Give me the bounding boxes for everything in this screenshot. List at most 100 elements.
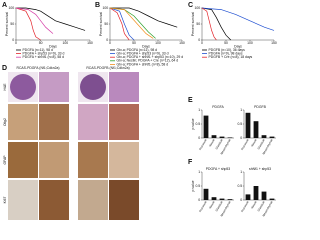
y-axis-label: Percent survival bbox=[5, 12, 9, 36]
axis bbox=[15, 8, 90, 41]
tick-label: 0.5 bbox=[237, 122, 242, 126]
tick-label: 150 bbox=[271, 41, 277, 45]
panel-label: D bbox=[2, 65, 7, 72]
chart-title: PDGFA + shp53 bbox=[206, 167, 231, 171]
x-tick-label: Neural bbox=[250, 138, 258, 147]
x-axis-label: Days bbox=[142, 44, 150, 48]
row-label: Olig2 bbox=[3, 118, 7, 126]
survival-curve bbox=[16, 7, 86, 31]
legend-label: PDGFB + Cre (n=8), 18 days bbox=[209, 55, 253, 59]
bar bbox=[245, 194, 251, 200]
row-label: GFAP bbox=[3, 155, 7, 165]
x-tick-label: Proneural bbox=[240, 138, 250, 151]
bar bbox=[227, 137, 233, 138]
legend-label: Gtv-a; PDGFA + shp53 (n=9), 33 d bbox=[117, 51, 169, 55]
x-tick-label: Classical bbox=[214, 200, 223, 212]
legend-label: Gtv-a; PDGFA (n=11), 98 d bbox=[117, 48, 158, 52]
x-tick-label: Neural bbox=[208, 138, 216, 147]
legend-label: PDGFB (n=10), 36 days bbox=[209, 48, 246, 52]
chart-title: shNf1 + shp53 bbox=[249, 167, 271, 171]
chart-title: PDGFB bbox=[254, 105, 266, 109]
tick-label: 0 bbox=[240, 136, 242, 140]
legend-label: Gtv-a; PDGFA + shNf1 + shp53 (n=10), 29 … bbox=[117, 55, 184, 59]
x-tick-label: Proneural bbox=[198, 200, 208, 213]
y-axis-label: p value bbox=[191, 180, 195, 191]
survival-curve bbox=[15, 7, 41, 41]
tick-label: 0 bbox=[198, 136, 200, 140]
survival-curve bbox=[201, 7, 232, 41]
bar bbox=[219, 198, 225, 200]
x-tick-label: Classical bbox=[214, 138, 223, 150]
x-axis-label: Days bbox=[234, 44, 242, 48]
tick-label: 100 bbox=[103, 6, 109, 10]
legend-label: PDGFA + shp53 (n=9), 33 d bbox=[23, 51, 65, 55]
bar bbox=[261, 135, 267, 138]
tick-label: 1 bbox=[240, 170, 242, 174]
survival-curve bbox=[110, 7, 178, 28]
bar bbox=[269, 198, 275, 200]
tick-label: 1 bbox=[198, 170, 200, 174]
y-axis-label: p value bbox=[191, 118, 195, 129]
bar bbox=[203, 115, 209, 138]
tick-label: 0 bbox=[109, 41, 111, 45]
tick-label: 1 bbox=[240, 108, 242, 112]
bar bbox=[219, 136, 225, 138]
x-axis-label: Days bbox=[49, 44, 57, 48]
tick-label: 0 bbox=[240, 198, 242, 202]
tick-label: 150 bbox=[87, 41, 93, 45]
axis bbox=[109, 8, 182, 41]
x-tick-label: Proneural bbox=[240, 200, 250, 213]
panel-label: F bbox=[188, 159, 193, 166]
legend-label: Gtv-a; Nestin; PDGFA + Cre (n=12), 64 d bbox=[117, 59, 179, 63]
tick-label: 50 bbox=[132, 41, 136, 45]
tick-label: 150 bbox=[179, 41, 185, 45]
tick-label: 50 bbox=[39, 41, 43, 45]
panel-header: RCAS-PDGFB (Nf1;Cdkn2a) bbox=[86, 66, 129, 70]
legend-label: PDGFA (n=9), 98 days bbox=[209, 51, 243, 55]
tick-label: 0.5 bbox=[195, 184, 200, 188]
tick-label: 0 bbox=[106, 38, 108, 42]
bar bbox=[203, 188, 209, 200]
x-tick-label: Classical bbox=[256, 200, 265, 212]
tick-label: 100 bbox=[247, 41, 253, 45]
legend-label: PDGFA + shNf1 (n=8), 58 d bbox=[23, 55, 65, 59]
figure: A B C D E F RCAS-PDGFA (Nf1;Cdkn2a) RCAS… bbox=[2, 2, 277, 220]
tick-label: 0.5 bbox=[237, 184, 242, 188]
survival-curve bbox=[15, 7, 54, 34]
panel-label: C bbox=[188, 2, 193, 9]
bar bbox=[253, 186, 259, 200]
axis bbox=[201, 8, 274, 41]
row-label: H&E bbox=[3, 83, 7, 91]
legend-label: Gtv-a; PDGFA + shNf1 (n=8), 58 d bbox=[117, 62, 169, 66]
panel-label: A bbox=[2, 2, 7, 9]
panel-label: E bbox=[188, 97, 193, 104]
panel-label: B bbox=[95, 2, 100, 9]
survival-curve bbox=[109, 7, 154, 39]
x-tick-label: Proneural bbox=[198, 138, 208, 151]
bar bbox=[211, 135, 217, 138]
tick-label: 0 bbox=[201, 41, 203, 45]
bar bbox=[211, 197, 217, 200]
survival-curve bbox=[109, 7, 130, 41]
tick-label: 50 bbox=[196, 22, 200, 26]
chart-title: PDGFA bbox=[212, 105, 224, 109]
legend-label: PDGFA (n=11), 98 d bbox=[23, 48, 53, 52]
histology-grid bbox=[8, 72, 139, 220]
tick-label: 100 bbox=[195, 6, 201, 10]
tick-label: 0 bbox=[198, 38, 200, 42]
bar bbox=[253, 121, 259, 138]
row-label: Ki67 bbox=[3, 196, 7, 203]
tick-label: 50 bbox=[104, 22, 108, 26]
x-tick-label: Neural bbox=[208, 200, 216, 209]
tick-label: 1 bbox=[198, 108, 200, 112]
x-tick-label: Neural bbox=[250, 200, 258, 209]
bar bbox=[245, 112, 251, 138]
tick-label: 0 bbox=[12, 38, 14, 42]
survival-curve bbox=[109, 7, 135, 41]
bar bbox=[269, 136, 275, 138]
tick-label: 0.5 bbox=[195, 122, 200, 126]
bar bbox=[227, 199, 233, 200]
tick-label: 100 bbox=[62, 41, 68, 45]
tick-label: 50 bbox=[10, 22, 14, 26]
y-axis-label: Percent survival bbox=[99, 12, 103, 36]
